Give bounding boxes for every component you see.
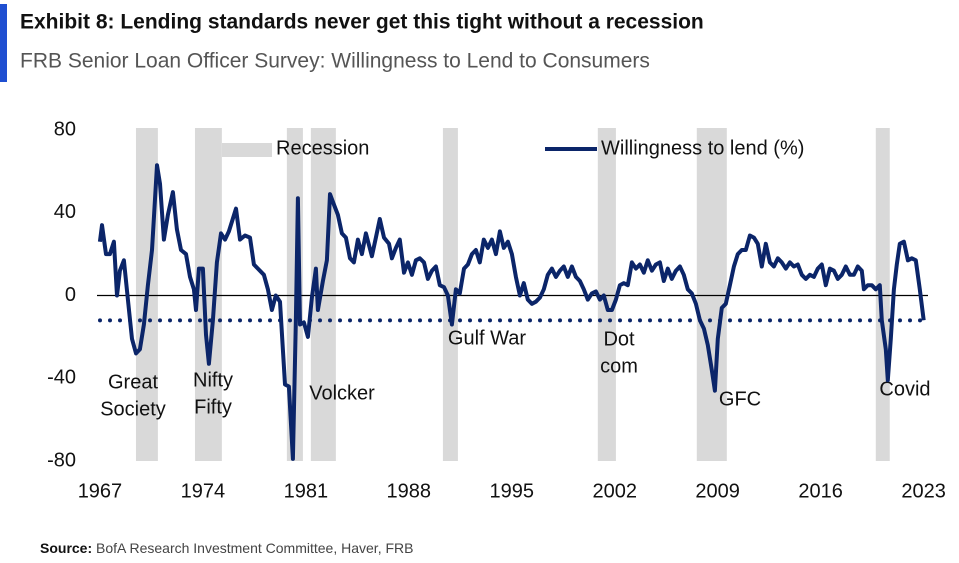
recession-band (310, 128, 336, 461)
legend-label: Recession (276, 137, 369, 159)
source-text: BofA Research Investment Committee, Have… (96, 540, 413, 556)
x-tick-label: 2009 (695, 480, 740, 502)
recession-band (194, 128, 222, 461)
x-tick-label: 1967 (78, 480, 123, 502)
y-tick-label: -40 (47, 367, 76, 389)
series-line (97, 163, 926, 461)
annotation: Dot (603, 328, 635, 350)
y-tick-label: 0 (65, 284, 76, 306)
recession-band (875, 128, 890, 461)
y-tick-label: -80 (47, 449, 76, 471)
annotation: Great (108, 371, 158, 393)
annotation: Volcker (309, 382, 375, 404)
x-tick-label: 1988 (387, 480, 432, 502)
legend-label: Willingness to lend (%) (601, 137, 804, 159)
annotation: Covid (879, 378, 930, 400)
recession-band (597, 128, 616, 461)
chart-subtitle: FRB Senior Loan Officer Survey: Willingn… (20, 50, 650, 73)
annotation: Society (100, 398, 166, 420)
y-tick-label: 80 (54, 118, 76, 140)
x-tick-label: 1981 (284, 480, 329, 502)
title-accent (0, 4, 7, 82)
x-tick-label: 2016 (798, 480, 843, 502)
annotation: Nifty (193, 369, 233, 391)
x-tick-label: 2023 (901, 480, 946, 502)
x-tick-label: 1974 (181, 480, 226, 502)
legend-swatch (222, 143, 272, 157)
annotation: GFC (719, 388, 761, 410)
x-tick-label: 1995 (490, 480, 535, 502)
source: Source: BofA Research Investment Committ… (40, 540, 413, 556)
x-tick-label: 2002 (592, 480, 637, 502)
recession-band (442, 128, 458, 461)
recession-band (696, 128, 727, 461)
y-tick-label: 40 (54, 201, 76, 223)
annotation: com (600, 355, 638, 377)
annotation: Fifty (194, 396, 232, 418)
chart-title: Exhibit 8: Lending standards never get t… (20, 11, 704, 34)
source-label: Source: (40, 540, 92, 556)
annotation: Gulf War (448, 327, 526, 349)
